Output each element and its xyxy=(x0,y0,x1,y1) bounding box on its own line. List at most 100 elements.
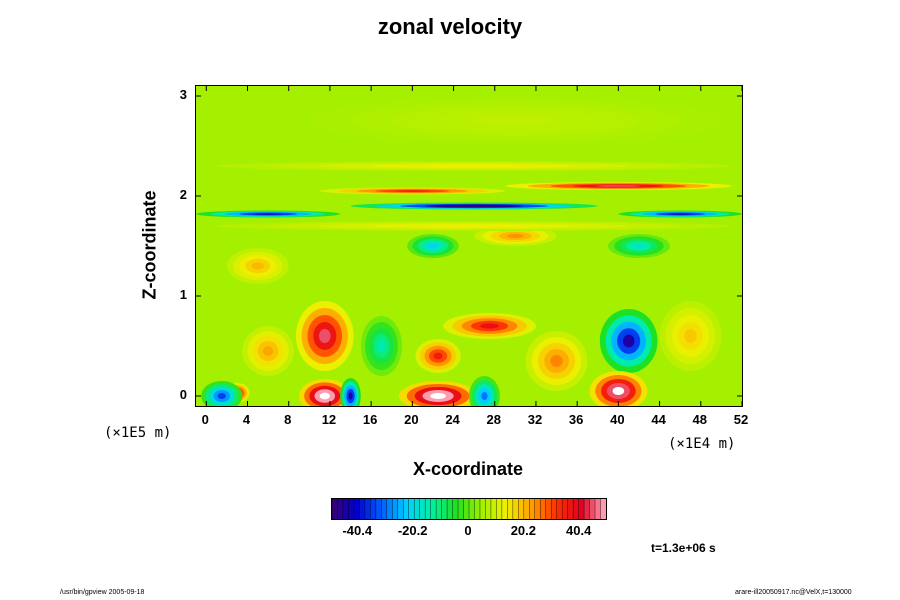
velocity-feature xyxy=(659,301,722,371)
colorbar-segment xyxy=(556,499,563,519)
colorbar-segment xyxy=(452,499,459,519)
colorbar-segment xyxy=(392,499,399,519)
colorbar-segment xyxy=(551,499,557,519)
x-tick-label: 44 xyxy=(651,412,666,427)
velocity-feature xyxy=(226,248,289,284)
velocity-contour xyxy=(480,323,499,329)
x-tick-label: 0 xyxy=(201,412,209,427)
velocity-contour xyxy=(433,352,443,360)
velocity-feature xyxy=(242,326,294,376)
velocity-feature xyxy=(216,221,732,231)
colorbar-segment xyxy=(436,499,442,519)
velocity-contour xyxy=(319,392,330,400)
velocity-feature xyxy=(474,226,557,246)
x-tick-label: 48 xyxy=(692,412,708,427)
velocity-contour xyxy=(430,393,446,399)
footer-source: arare-ill20050917.nc@VelX,t=130000 xyxy=(735,589,852,596)
colorbar-segment xyxy=(364,499,371,519)
colorbar-segment xyxy=(408,499,415,519)
time-label: t=1.3e+06 s xyxy=(651,541,716,555)
colorbar-segment xyxy=(469,499,475,519)
colorbar-segment xyxy=(529,499,536,519)
colorbar-segment xyxy=(463,499,470,519)
velocity-contour xyxy=(481,392,488,400)
x-tick-label: 52 xyxy=(733,412,749,427)
y-tick-label: 2 xyxy=(179,187,187,202)
velocity-contour xyxy=(667,213,693,215)
velocity-feature xyxy=(443,313,536,339)
velocity-contour xyxy=(622,334,635,348)
velocity-contour xyxy=(507,234,524,238)
x-tick-label: 12 xyxy=(321,412,337,427)
colorbar-segment xyxy=(562,499,568,519)
velocity-contour xyxy=(427,243,439,249)
x-tick-label: 32 xyxy=(527,412,543,427)
y-tick-label: 3 xyxy=(179,87,187,102)
velocity-feature xyxy=(340,378,361,406)
colorbar xyxy=(331,498,607,520)
velocity-feature xyxy=(599,309,658,373)
velocity-feature xyxy=(407,234,459,258)
colorbar-segment xyxy=(485,499,492,519)
velocity-feature xyxy=(309,96,722,146)
velocity-feature xyxy=(525,331,588,391)
velocity-feature xyxy=(415,339,461,373)
colorbar-segment xyxy=(447,499,453,519)
colorbar-segment xyxy=(375,499,382,519)
colorbar-tick-label: 40.4 xyxy=(566,523,592,538)
colorbar-segment xyxy=(348,499,355,519)
velocity-feature xyxy=(350,202,598,210)
colorbar-segment xyxy=(359,499,366,519)
velocity-contour xyxy=(422,225,526,227)
plot-area xyxy=(195,85,743,407)
colorbar-segment xyxy=(332,499,338,519)
colorbar-segment xyxy=(337,499,344,519)
velocity-contour xyxy=(449,205,499,207)
y-tick-label: 0 xyxy=(179,387,187,402)
velocity-feature xyxy=(319,187,506,195)
footer-command: /usr/bin/gpview 2005-09-18 xyxy=(60,589,145,596)
x-tick-label: 20 xyxy=(404,412,419,427)
velocity-feature xyxy=(589,371,648,406)
x-unit-label: (×1E4 m) xyxy=(668,436,736,452)
z-unit-label: (×1E5 m) xyxy=(104,425,172,441)
colorbar-segment xyxy=(501,499,508,519)
chart-title: zonal velocity xyxy=(377,14,523,39)
velocity-feature xyxy=(469,376,500,406)
x-tick-label: 16 xyxy=(362,412,378,427)
x-axis-label: X-coordinate xyxy=(412,459,523,479)
colorbar-segment xyxy=(490,499,497,519)
colorbar-segment xyxy=(458,499,464,519)
y-axis-label: Z-coordinate xyxy=(139,190,160,300)
velocity-feature xyxy=(196,210,341,218)
velocity-contour xyxy=(422,165,526,167)
colorbar-tick-label: -20.2 xyxy=(397,523,428,538)
x-tick-label: 40 xyxy=(610,412,625,427)
velocity-contour xyxy=(612,387,625,395)
velocity-contour xyxy=(595,185,642,187)
colorbar-segment xyxy=(414,499,420,519)
colorbar-tick-label: 0 xyxy=(464,523,472,538)
colorbar-segment xyxy=(518,499,525,519)
colorbar-segment xyxy=(540,499,547,519)
velocity-feature xyxy=(360,316,403,376)
velocity-feature xyxy=(201,381,243,406)
velocity-feature xyxy=(216,161,732,171)
velocity-field xyxy=(196,86,742,406)
colorbar-segment xyxy=(523,499,530,519)
colorbar-segment xyxy=(512,499,519,519)
velocity-contour xyxy=(348,392,353,400)
colorbar-segment xyxy=(425,499,431,519)
velocity-contour xyxy=(251,262,264,270)
velocity-contour xyxy=(632,243,646,249)
x-tick-label: 4 xyxy=(242,412,251,427)
velocity-contour xyxy=(253,213,283,215)
colorbar-segment xyxy=(584,499,590,519)
velocity-contour xyxy=(377,340,386,352)
velocity-contour xyxy=(217,393,226,399)
colorbar-segment xyxy=(578,499,585,519)
colorbar-segment xyxy=(397,499,404,519)
colorbar-segment xyxy=(534,499,541,519)
velocity-contour xyxy=(319,329,331,343)
colorbar-segment xyxy=(567,499,574,519)
